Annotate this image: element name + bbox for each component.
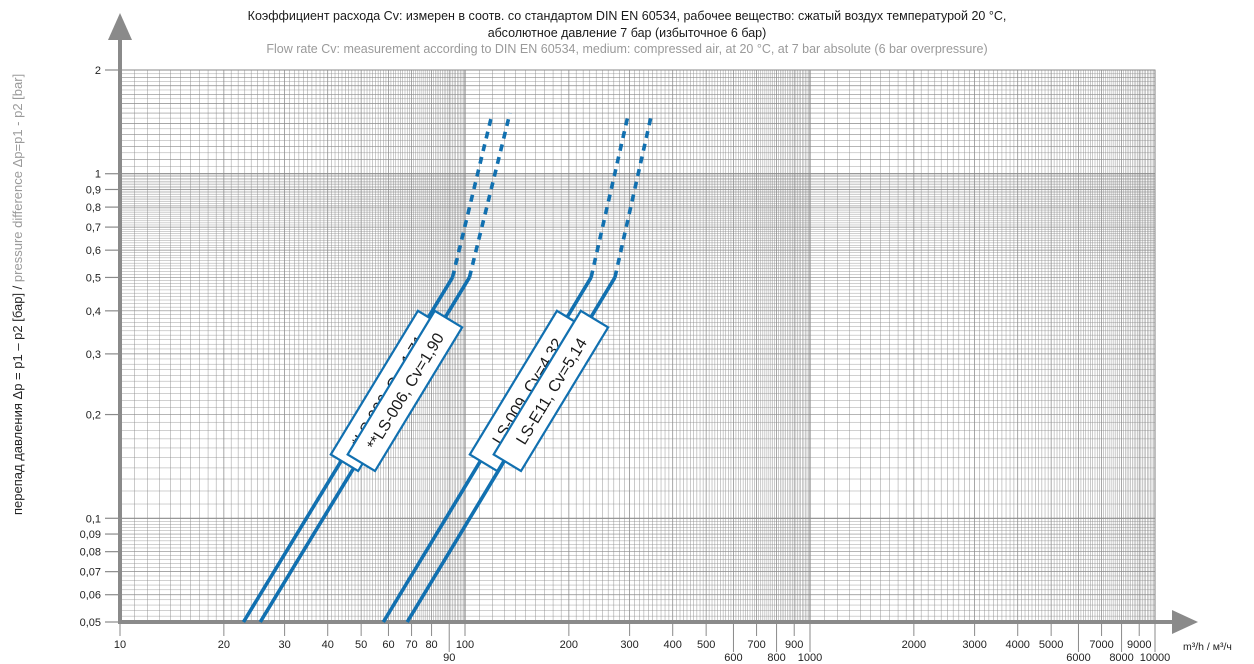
y-tick-label: 0,2	[86, 410, 101, 422]
x-tick-label: 5000	[1039, 639, 1063, 651]
x-tick-label: 7000	[1089, 639, 1113, 651]
y-tick-label: 0,06	[80, 590, 101, 602]
x-tick-label: 4000	[1005, 639, 1029, 651]
x-tick-label: 200	[560, 639, 578, 651]
chart-grid	[119, 69, 1156, 623]
x-tick-label: 10	[114, 639, 126, 651]
x-tick-label: 50	[355, 639, 367, 651]
y-tick-label: 0,7	[86, 222, 101, 234]
x-tick-label-lower: 8000	[1109, 652, 1133, 664]
y-tick-label: 0,9	[86, 184, 101, 196]
chart-axes	[108, 13, 1198, 634]
x-tick-label: 400	[664, 639, 682, 651]
y-tick-label: 0,5	[86, 272, 101, 284]
x-tick-label: 80	[425, 639, 437, 651]
y-tick-label: 1	[95, 169, 101, 181]
x-tick-label: 20	[218, 639, 230, 651]
y-tick-label: 0,08	[80, 547, 101, 559]
x-tick-label: 900	[785, 639, 803, 651]
x-axis-unit-label: m³/h / м³/ч	[1183, 641, 1232, 653]
y-tick-label: 0,8	[86, 202, 101, 214]
y-tick-label: 0,4	[86, 306, 101, 318]
y-tick-label: 0,3	[86, 349, 101, 361]
y-axis-arrow	[108, 13, 132, 40]
x-tick-label: 9000	[1127, 639, 1151, 651]
x-tick-label: 40	[322, 639, 334, 651]
series-dash-2	[467, 112, 512, 278]
y-tick-label: 0,07	[80, 567, 101, 579]
x-tick-label: 100	[456, 639, 474, 651]
x-tick-label: 30	[278, 639, 290, 651]
x-tick-label-lower: 800	[767, 652, 785, 664]
x-tick-label: 70	[405, 639, 417, 651]
series-label-box	[492, 309, 610, 473]
chart-title-en: Flow rate Cv: measurement according to D…	[266, 42, 988, 56]
x-tick-label-lower: 10000	[1140, 652, 1171, 664]
x-tick-label: 700	[747, 639, 765, 651]
series-dash-1	[450, 112, 495, 278]
x-tick-label-lower: 90	[443, 652, 455, 664]
x-axis-arrow	[1172, 610, 1198, 634]
x-tick-label: 3000	[962, 639, 986, 651]
y-tick-label: 0,09	[80, 529, 101, 541]
y-tick-label: 0,6	[86, 245, 101, 257]
series-dash-4	[613, 112, 654, 278]
x-tick-label-lower: 600	[724, 652, 742, 664]
chart-title-ru-line1: Коэффициент расхода Cv: измерен в соотв.…	[247, 9, 1007, 23]
chart-series-labels: *LS-006, Cv=1,71**LS-006, Cv=1,90LS-009,…	[329, 309, 610, 473]
x-tick-label: 60	[382, 639, 394, 651]
series-dash-3	[589, 112, 631, 278]
x-tick-label: 2000	[902, 639, 926, 651]
x-tick-label-lower: 1000	[798, 652, 822, 664]
y-tick-label: 0,1	[86, 513, 101, 525]
y-tick-label: 0,05	[80, 617, 101, 629]
chart-tick-labels: 2 1 0,9 0,8 0,7 0,6 0,5 0,4 0,3 0,2 0,1 0,09 0,08 0,0…	[80, 65, 1171, 664]
chart-title-ru-line2: абсолютное давление 7 бар (избыточное 6 …	[487, 26, 767, 40]
x-tick-label: 300	[620, 639, 638, 651]
x-tick-label-lower: 6000	[1066, 652, 1090, 664]
x-tick-label: 500	[697, 639, 715, 651]
y-tick-label: 2	[95, 65, 101, 77]
series-label-box	[346, 309, 464, 473]
